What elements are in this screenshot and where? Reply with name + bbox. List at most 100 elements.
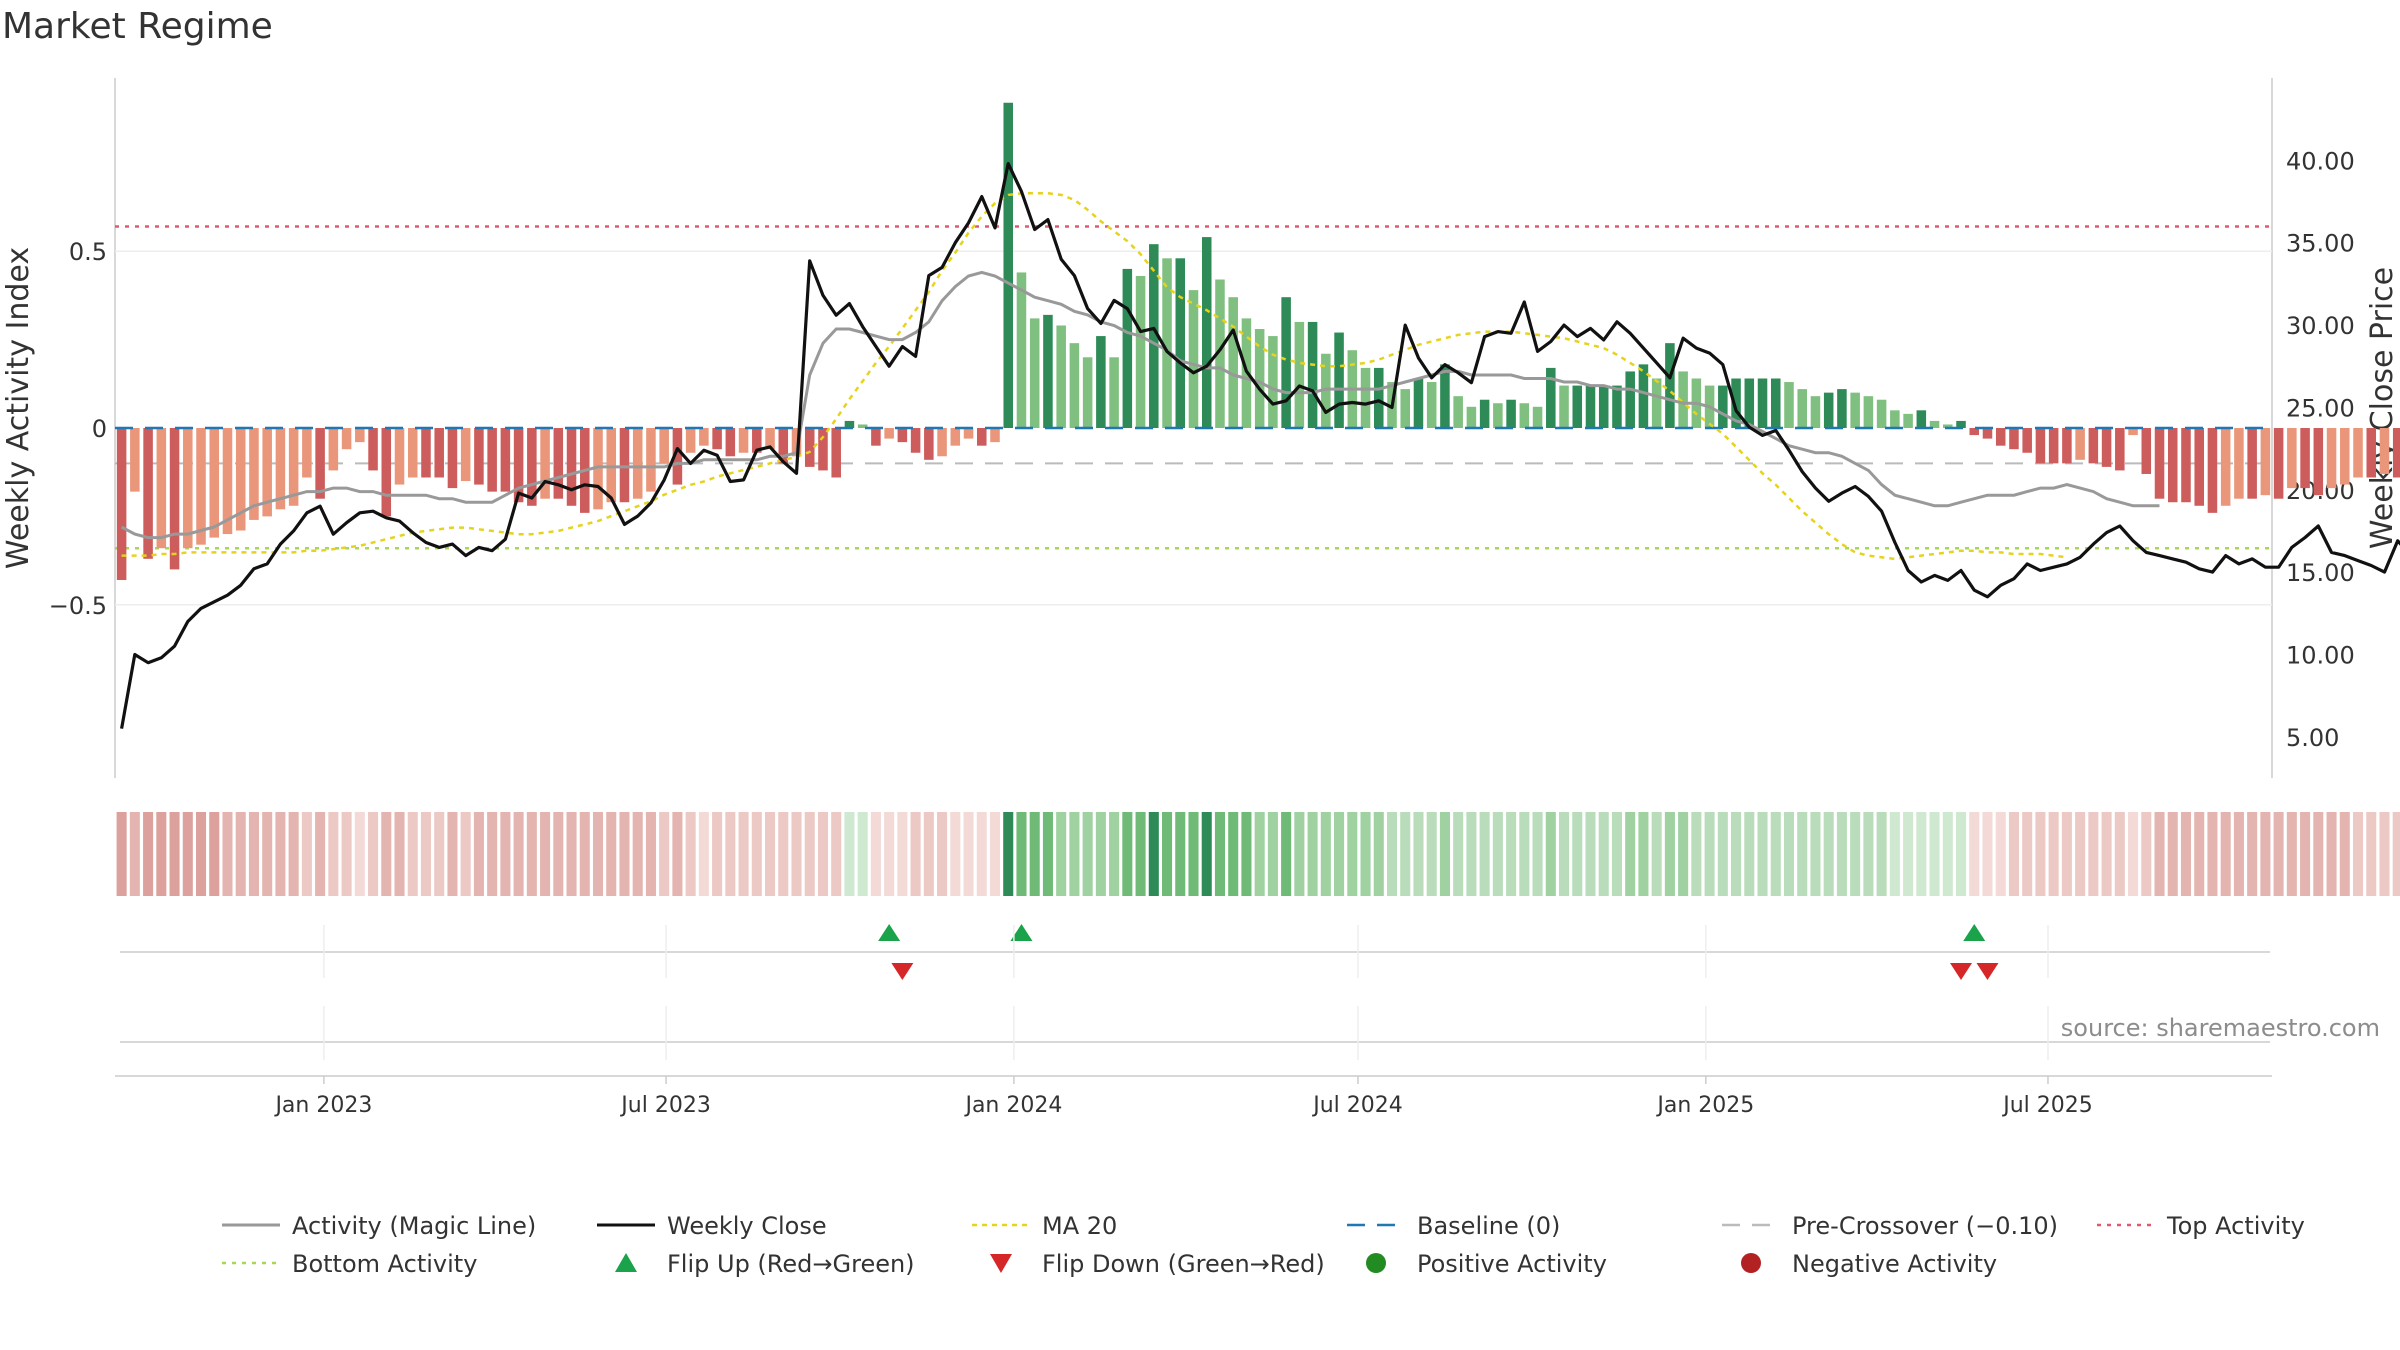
- ma20-line: [121, 192, 2068, 561]
- regime-strip-cell: [2141, 812, 2152, 896]
- activity-bar: [632, 428, 643, 499]
- activity-bar: [540, 428, 550, 499]
- activity-bar: [328, 428, 339, 471]
- regime-strip-cell: [1294, 812, 1305, 896]
- regime-strip-cell: [1360, 812, 1371, 896]
- activity-bar: [778, 428, 789, 464]
- regime-strip-cell: [645, 812, 656, 896]
- regime-strip-cell: [2088, 812, 2099, 896]
- activity-bar: [1916, 410, 1927, 428]
- regime-strip-cell: [1016, 812, 1027, 896]
- activity-bar: [1400, 389, 1410, 428]
- regime-strip-cell: [1876, 812, 1887, 896]
- regime-strip-cell: [1109, 812, 1120, 896]
- activity-bar: [500, 428, 511, 492]
- regime-strip-cell: [1757, 812, 1768, 896]
- regime-strip-cell: [685, 812, 696, 896]
- regime-strip-cell: [328, 812, 339, 896]
- regime-strip-cell: [2075, 812, 2086, 896]
- legend-swatch-positive: [1366, 1253, 1386, 1273]
- regime-strip-cell: [1267, 812, 1278, 896]
- regime-strip-cell: [738, 812, 749, 896]
- regime-strip-cell: [1704, 812, 1715, 896]
- activity-bar: [130, 428, 140, 492]
- regime-strip-cell: [301, 812, 312, 896]
- legend-label: MA 20: [1042, 1212, 1117, 1240]
- activity-bar: [1744, 378, 1755, 428]
- regime-strip-cell: [2286, 812, 2297, 896]
- activity-bar: [2009, 428, 2019, 450]
- regime-strip-cell: [235, 812, 246, 896]
- legend-label: Bottom Activity: [292, 1250, 477, 1278]
- regime-strip-cell: [262, 812, 273, 896]
- activity-bar: [1493, 403, 1503, 428]
- regime-strip-cell: [1400, 812, 1411, 896]
- regime-strip-cell: [884, 812, 895, 896]
- regime-strip-cell: [2366, 812, 2377, 896]
- regime-strip-cell: [1439, 812, 1450, 896]
- regime-strip-cell: [2114, 812, 2125, 896]
- regime-strip-cell: [619, 812, 630, 896]
- regime-strip-cell: [460, 812, 471, 896]
- activity-bar: [447, 428, 458, 489]
- regime-strip-cell: [1611, 812, 1622, 896]
- activity-bar: [368, 428, 378, 471]
- activity-bar: [1903, 413, 1913, 428]
- activity-bar: [924, 428, 934, 460]
- regime-strip-cell: [817, 812, 829, 896]
- regime-strip-cell: [632, 812, 643, 896]
- x-tick-label: Jan 2024: [963, 1093, 1062, 1118]
- activity-bar: [712, 428, 722, 450]
- regime-strip-cell: [1797, 812, 1808, 896]
- activity-bar: [897, 428, 908, 443]
- regime-strip-cell: [804, 812, 815, 896]
- regime-strip-cell: [1413, 812, 1424, 896]
- regime-strip-cell: [844, 812, 855, 896]
- regime-strip-cell: [1585, 812, 1596, 896]
- regime-strip-cell: [1744, 812, 1755, 896]
- regime-strip-cell: [248, 812, 259, 896]
- regime-strip-cell: [1598, 812, 1609, 896]
- regime-strip-cell: [1969, 812, 1980, 896]
- regime-strip-cell: [1426, 812, 1437, 896]
- activity-bar: [1850, 392, 1860, 428]
- activity-bar: [1003, 102, 1014, 429]
- legend-label: Baseline (0): [1417, 1212, 1560, 1240]
- regime-strip-cell: [1519, 812, 1530, 896]
- activity-bar: [2115, 428, 2125, 471]
- activity-bar: [1149, 244, 1159, 428]
- regime-strip-cell: [2247, 812, 2258, 896]
- regime-strip-cell: [2260, 812, 2271, 896]
- activity-bar: [1043, 314, 1053, 428]
- regime-strip-cell: [725, 812, 736, 896]
- regime-strip-cell: [368, 812, 379, 896]
- regime-strip-cell: [1188, 812, 1199, 896]
- x-tick-label: Jul 2024: [1311, 1093, 1403, 1118]
- regime-strip-cell: [473, 812, 484, 896]
- activity-bar: [593, 428, 603, 510]
- regime-strip-cell: [1995, 812, 2006, 896]
- legend-label: Activity (Magic Line): [292, 1212, 536, 1240]
- regime-strip-cell: [2008, 812, 2019, 896]
- legend-label: Flip Up (Red→Green): [667, 1250, 915, 1278]
- activity-bar: [1135, 275, 1146, 428]
- regime-strip-cell: [2207, 812, 2218, 896]
- regime-strip-cell: [1823, 812, 1834, 896]
- activity-bar: [725, 428, 736, 457]
- regime-strip-cell: [341, 812, 352, 896]
- regime-strip-cell: [976, 812, 987, 896]
- activity-bar: [619, 428, 630, 503]
- x-tick-label: Jan 2025: [1655, 1093, 1754, 1118]
- regime-strip-cell: [116, 812, 127, 896]
- activity-bar: [513, 428, 524, 503]
- legend-label: Negative Activity: [1792, 1250, 1997, 1278]
- activity-bar: [1373, 367, 1384, 428]
- regime-strip-cell: [156, 812, 167, 896]
- regime-strip-cell: [1320, 812, 1331, 896]
- activity-bar: [2167, 428, 2178, 503]
- activity-bar: [1056, 325, 1066, 428]
- activity-bar: [2353, 428, 2363, 478]
- legend-label: Flip Down (Green→Red): [1042, 1250, 1325, 1278]
- flip-up-marker: [1010, 924, 1033, 941]
- regime-strip-cell: [1492, 812, 1503, 896]
